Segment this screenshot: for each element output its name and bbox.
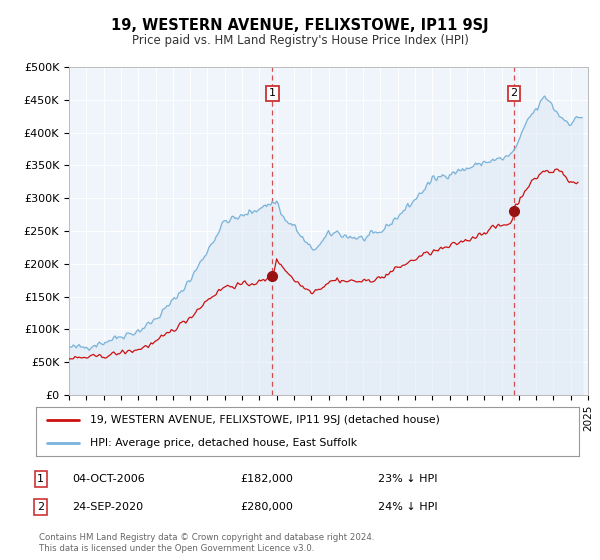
Text: Contains HM Land Registry data © Crown copyright and database right 2024.
This d: Contains HM Land Registry data © Crown c… [39, 533, 374, 553]
Text: 04-OCT-2006: 04-OCT-2006 [72, 474, 145, 484]
Text: 19, WESTERN AVENUE, FELIXSTOWE, IP11 9SJ (detached house): 19, WESTERN AVENUE, FELIXSTOWE, IP11 9SJ… [91, 416, 440, 426]
Text: 2: 2 [37, 502, 44, 512]
Text: £280,000: £280,000 [240, 502, 293, 512]
Text: £182,000: £182,000 [240, 474, 293, 484]
Text: Price paid vs. HM Land Registry's House Price Index (HPI): Price paid vs. HM Land Registry's House … [131, 34, 469, 47]
Text: HPI: Average price, detached house, East Suffolk: HPI: Average price, detached house, East… [91, 438, 358, 448]
Text: 24% ↓ HPI: 24% ↓ HPI [378, 502, 437, 512]
Text: 19, WESTERN AVENUE, FELIXSTOWE, IP11 9SJ: 19, WESTERN AVENUE, FELIXSTOWE, IP11 9SJ [111, 18, 489, 32]
Text: 2: 2 [511, 88, 518, 99]
Text: 1: 1 [37, 474, 44, 484]
Text: 24-SEP-2020: 24-SEP-2020 [72, 502, 143, 512]
Text: 23% ↓ HPI: 23% ↓ HPI [378, 474, 437, 484]
Text: 1: 1 [269, 88, 276, 99]
